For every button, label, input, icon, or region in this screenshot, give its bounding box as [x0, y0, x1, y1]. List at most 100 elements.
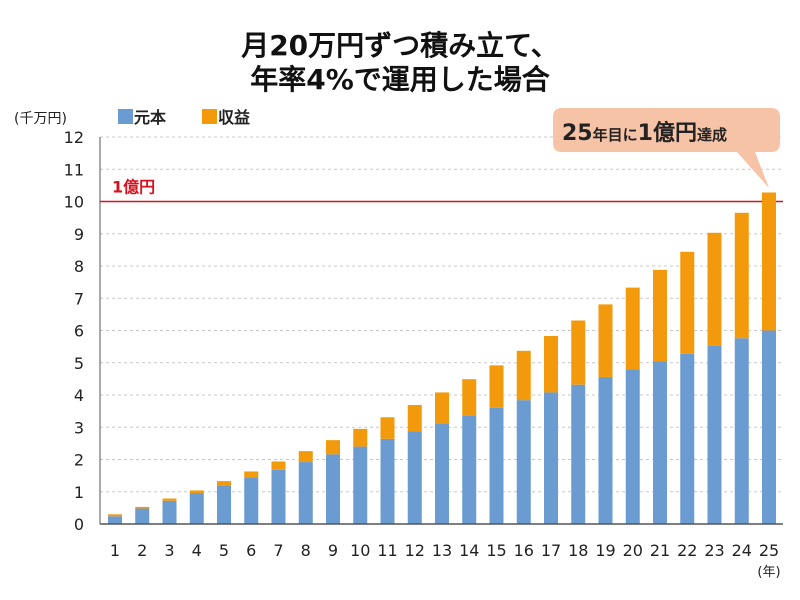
chart-title-line-2: 年率4%で運用した場合 [250, 63, 550, 96]
callout-text-part: 1億円 [638, 120, 697, 146]
x-tick-label: 19 [595, 541, 615, 560]
x-tick-label: 1 [110, 541, 120, 560]
bar-principal [407, 431, 422, 524]
bar-profit [544, 335, 558, 393]
bar-profit [680, 251, 695, 354]
y-tick-label: 9 [74, 225, 84, 244]
bar-profit [598, 304, 613, 377]
bar-profit [516, 350, 531, 401]
callout-text-part: 達成 [697, 126, 727, 144]
legend-swatch-principal [118, 109, 133, 124]
y-axis-unit-label: (千万円) [14, 111, 67, 127]
bar-profit [108, 514, 122, 517]
x-tick-label: 17 [541, 541, 561, 560]
x-axis-unit-label: (年) [757, 565, 780, 580]
legend-swatch-profit [202, 109, 217, 124]
bar-profit [380, 417, 395, 439]
y-tick-label: 1 [74, 483, 84, 502]
bar-principal [135, 508, 150, 524]
x-tick-label: 4 [192, 541, 202, 560]
callout-text-part: 25 [562, 121, 593, 146]
bar-profit [189, 490, 204, 494]
x-tick-label: 24 [732, 541, 752, 560]
bar-profit [734, 212, 749, 339]
x-tick-label: 8 [301, 541, 311, 560]
x-tick-label: 6 [246, 541, 256, 560]
bar-profit [653, 269, 667, 362]
bar-profit [162, 498, 177, 501]
x-tick-label: 9 [328, 541, 338, 560]
bar-profit [435, 392, 449, 424]
bar-profit [271, 461, 286, 470]
bar-principal [625, 369, 640, 524]
bar-principal [298, 462, 313, 524]
x-tick-label: 11 [377, 541, 397, 560]
bar-principal [435, 423, 449, 524]
bar-principal [571, 384, 586, 524]
bar-principal [380, 438, 395, 524]
bar-principal [462, 415, 477, 524]
x-tick-label: 12 [405, 541, 425, 560]
x-tick-label: 20 [623, 541, 643, 560]
y-tick-label: 2 [74, 451, 84, 470]
bar-principal [353, 446, 368, 524]
x-tick-label: 22 [677, 541, 697, 560]
y-tick-label: 4 [74, 386, 84, 405]
chart-title-line-1: 月20万円ずつ積み立て、 [241, 29, 559, 62]
x-tick-label: 25 [759, 541, 779, 560]
bar-principal [326, 454, 340, 524]
y-tick-label: 10 [64, 193, 84, 212]
bar-profit [135, 506, 150, 509]
callout-text-part: 年目に [593, 126, 638, 144]
x-tick-label: 21 [650, 541, 670, 560]
bar-principal [217, 485, 231, 524]
bar-profit [353, 428, 368, 447]
bar-principal [734, 338, 749, 524]
reference-line-label: 1億円 [112, 178, 155, 197]
x-tick-label: 13 [432, 541, 452, 560]
legend-label-profit: 収益 [218, 108, 250, 127]
bar-principal [189, 493, 204, 524]
x-tick-label: 15 [486, 541, 506, 560]
legend-label-principal: 元本 [134, 108, 166, 127]
bar-principal [108, 516, 122, 524]
bar-principal [516, 400, 531, 524]
bar-profit [407, 404, 422, 432]
y-tick-label: 0 [74, 515, 84, 534]
y-tick-label: 11 [64, 160, 84, 179]
x-tick-label: 18 [568, 541, 588, 560]
bar-profit [462, 379, 477, 416]
x-tick-label: 5 [219, 541, 229, 560]
bar-profit [762, 192, 776, 331]
y-tick-label: 5 [74, 354, 84, 373]
x-tick-label: 23 [704, 541, 724, 560]
bar-principal [762, 330, 776, 524]
x-tick-label: 7 [273, 541, 283, 560]
bar-principal [653, 361, 667, 524]
x-tick-label: 10 [350, 541, 370, 560]
bar-principal [707, 345, 722, 524]
callout-text: 25年目に1億円達成 [562, 120, 727, 146]
bar-profit [298, 451, 313, 463]
y-tick-label: 6 [74, 322, 84, 341]
y-tick-label: 8 [74, 257, 84, 276]
callout-bubble [553, 108, 780, 188]
bar-profit [625, 287, 640, 370]
bar-profit [326, 440, 340, 455]
bar-principal [598, 376, 613, 524]
bar-principal [489, 407, 504, 524]
x-tick-label: 14 [459, 541, 479, 560]
x-tick-label: 2 [137, 541, 147, 560]
bar-principal [544, 392, 558, 524]
y-tick-label: 3 [74, 418, 84, 437]
y-tick-label: 12 [64, 128, 84, 147]
bar-profit [571, 320, 586, 385]
bar-principal [162, 500, 177, 524]
bar-principal [271, 469, 286, 524]
bar-principal [244, 477, 259, 524]
x-tick-label: 16 [514, 541, 534, 560]
bar-principal [680, 353, 695, 524]
y-tick-label: 7 [74, 289, 84, 308]
bar-profit [244, 471, 259, 478]
